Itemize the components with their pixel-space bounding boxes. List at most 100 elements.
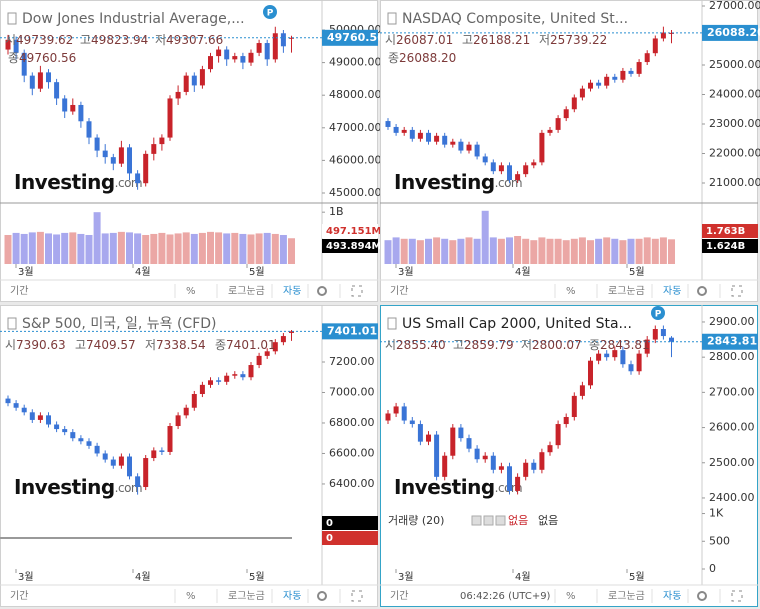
- volume-tag: 1.624B: [706, 241, 745, 252]
- toolbar-item[interactable]: 자동: [283, 285, 301, 297]
- candle-body: [143, 153, 149, 184]
- title-icon: [387, 12, 397, 25]
- toolbar-item[interactable]: %: [186, 286, 196, 297]
- candle-body: [588, 82, 593, 89]
- volume-bar: [61, 232, 69, 264]
- toolbar-item[interactable]: 기간: [10, 590, 28, 602]
- candle-body: [466, 438, 472, 449]
- quote-value: 2800.07: [532, 338, 582, 352]
- volume-legend: 없음: [538, 514, 558, 527]
- toolbar-item[interactable]: %: [566, 286, 576, 297]
- quote: 종49760.56: [8, 51, 76, 65]
- volume-bar: [77, 233, 85, 264]
- volume-bar: [449, 240, 457, 264]
- candle-body: [159, 450, 165, 452]
- candle-body: [604, 76, 610, 86]
- candle-body: [143, 458, 149, 488]
- volume-bar: [603, 237, 611, 264]
- price-tag-bg: [322, 323, 378, 340]
- fullscreen-button[interactable]: [731, 590, 743, 602]
- volume-bar: [546, 238, 554, 264]
- candle-body: [94, 137, 100, 151]
- candle-body: [264, 351, 270, 356]
- volume-bar: [45, 233, 52, 264]
- toolbar-item[interactable]: %: [186, 591, 196, 602]
- candle-body: [272, 342, 278, 352]
- fullscreen-button[interactable]: [351, 285, 363, 297]
- toolbar-item[interactable]: 기간: [10, 285, 28, 297]
- toolbar-item[interactable]: 자동: [283, 590, 301, 602]
- chart-panel[interactable]: Investing.com2900.002800.002700.002600.0…: [380, 305, 758, 607]
- volume-bar: [198, 232, 206, 264]
- y-tick-label: 2500.00: [709, 456, 755, 469]
- volume-bar: [28, 232, 36, 264]
- candle-body: [596, 353, 602, 361]
- quote: 저7338.54: [145, 338, 206, 352]
- candle-body: [385, 121, 391, 127]
- price-tag: 26088.20: [707, 26, 760, 39]
- settings-button[interactable]: [697, 286, 707, 296]
- candle-body: [280, 336, 286, 343]
- quote: 시2855.40: [385, 338, 446, 352]
- candle-body: [442, 135, 448, 145]
- candle-body: [78, 438, 84, 442]
- toolbar-item[interactable]: %: [566, 591, 576, 602]
- toolbar-item[interactable]: 로그눈금: [228, 285, 265, 297]
- volume-tick-label: 1K: [709, 507, 724, 520]
- candle-body: [571, 97, 577, 110]
- candle-body: [426, 434, 431, 442]
- toolbar-item[interactable]: 자동: [663, 285, 681, 297]
- quote: 종2843.81: [589, 338, 650, 352]
- x-tick-label: 5월: [629, 571, 645, 583]
- candle-body: [442, 455, 448, 477]
- candle-body: [127, 147, 132, 174]
- price-tag: 7401.01: [327, 324, 377, 337]
- volume-bar: [150, 233, 158, 264]
- candle-body: [523, 462, 529, 477]
- settings-button[interactable]: [317, 286, 327, 296]
- fullscreen-button[interactable]: [351, 590, 363, 602]
- volume-bar: [174, 233, 182, 264]
- toolbar-item[interactable]: 기간: [390, 590, 408, 602]
- badge: [263, 5, 277, 19]
- candle-body: [21, 407, 27, 413]
- candle-body: [199, 384, 205, 395]
- candle-body: [426, 132, 431, 142]
- chart-title: NASDAQ Composite, United St...: [402, 11, 628, 27]
- settings-button[interactable]: [697, 591, 707, 601]
- x-tick-label: 4월: [135, 266, 151, 278]
- candle-body: [37, 72, 43, 89]
- candle-body: [490, 455, 496, 470]
- volume-bar: [93, 212, 101, 264]
- volume-bar: [514, 235, 522, 264]
- fullscreen-button[interactable]: [731, 285, 743, 297]
- quote-value: 26188.21: [473, 33, 530, 47]
- chart-panel[interactable]: Investing.com 27000.00 25000.00 24000.00 230…: [380, 0, 760, 302]
- candle-body: [191, 75, 197, 86]
- volume-bar: [182, 232, 190, 264]
- volume-bar: [12, 232, 20, 264]
- volume-bar: [416, 240, 424, 264]
- chart-panel[interactable]: Investing.com50000.0049000.0048000.00470…: [0, 0, 385, 302]
- chart-panel[interactable]: Investing.com 7200.00 7000.00 6800.00 6600.0…: [0, 305, 378, 607]
- candle-body: [636, 353, 642, 372]
- candle-body: [5, 39, 11, 50]
- volume-bar: [473, 238, 481, 264]
- x-tick-label: 5월: [249, 266, 265, 278]
- toolbar-item[interactable]: 기간: [390, 285, 408, 297]
- x-tick-label: 4월: [515, 266, 531, 278]
- toolbar-item[interactable]: 자동: [663, 590, 681, 602]
- x-tick-label: 5월: [249, 571, 265, 583]
- volume-bar: [126, 232, 133, 264]
- toolbar-item[interactable]: 로그눈금: [608, 590, 645, 602]
- toolbar-item[interactable]: 로그눈금: [608, 285, 645, 297]
- toolbar-item[interactable]: 로그눈금: [228, 590, 265, 602]
- candle-body: [110, 459, 116, 466]
- settings-button[interactable]: [317, 591, 327, 601]
- watermark-text: Investing: [394, 170, 495, 194]
- y-tick-label: 21000.00: [709, 176, 760, 189]
- quote-value: 2859.79: [464, 338, 514, 352]
- candle-body: [482, 455, 488, 460]
- candle-body: [240, 374, 246, 378]
- volume-tag: 0: [326, 533, 333, 544]
